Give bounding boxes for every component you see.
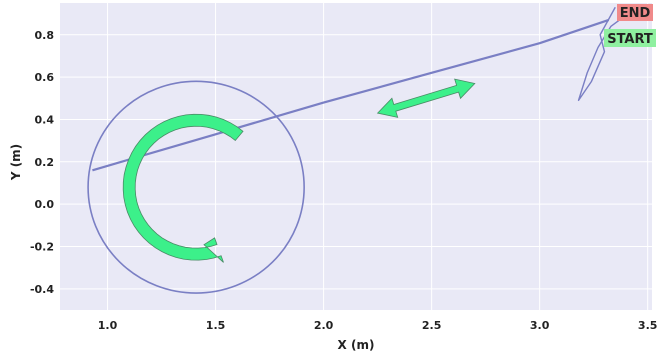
y-tick-label: 0.2 [35, 156, 55, 169]
y-axis-label: Y (m) [9, 144, 23, 181]
x-tick-label: 1.5 [206, 319, 226, 332]
x-ticks: 1.0 1.5 2.0 2.5 3.0 3.5 [98, 319, 658, 332]
y-ticks: 0.8 0.6 0.4 0.2 0.0 -0.2 -0.4 [30, 29, 54, 296]
x-tick-label: 3.5 [638, 319, 658, 332]
plot-area [60, 3, 652, 310]
linear-trajectory [92, 18, 610, 172]
linear-motion-arrow [376, 78, 476, 118]
end-tag-label: END [620, 6, 651, 21]
x-tick-label: 3.0 [530, 319, 550, 332]
x-tick-label: 1.0 [98, 319, 118, 332]
y-tick-label: -0.4 [30, 283, 54, 296]
y-tick-label: -0.2 [30, 240, 54, 253]
rotation-arrow [122, 113, 244, 263]
y-tick-label: 0.0 [35, 198, 55, 211]
y-tick-label: 0.4 [35, 113, 55, 126]
x-tick-label: 2.5 [422, 319, 442, 332]
end-tag-box [617, 4, 653, 21]
x-tick-label: 2.0 [314, 319, 334, 332]
x-axis-label: X (m) [338, 338, 375, 352]
start-tag-box [604, 29, 656, 47]
y-tick-label: 0.8 [35, 29, 55, 42]
tags: END START [604, 4, 656, 47]
circular-trajectory [87, 80, 305, 294]
y-tick-label: 0.6 [35, 71, 55, 84]
motion-arrows [122, 78, 476, 263]
start-tag-label: START [607, 32, 653, 47]
